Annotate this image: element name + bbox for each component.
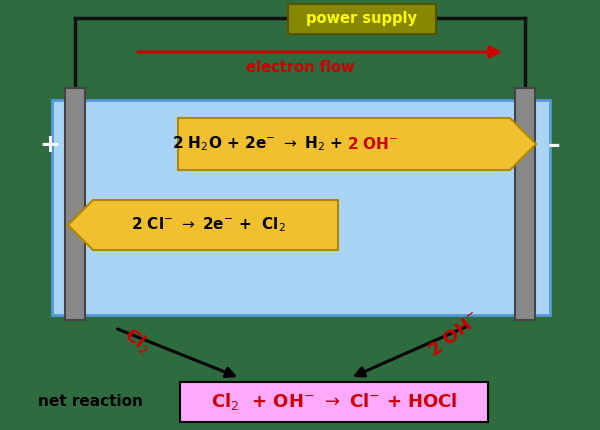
Bar: [65, 88, 85, 320]
Bar: [180, 382, 488, 422]
Polygon shape: [68, 200, 338, 250]
Text: +: +: [40, 133, 61, 157]
Bar: [288, 4, 436, 34]
Text: power supply: power supply: [307, 12, 418, 27]
Text: 2 OH$^{-}$: 2 OH$^{-}$: [425, 309, 484, 361]
Bar: [52, 100, 550, 315]
Text: 2 Cl$^{-}$ $\rightarrow$ 2e$^{-}$ +  Cl$_2$: 2 Cl$^{-}$ $\rightarrow$ 2e$^{-}$ + Cl$_…: [131, 216, 286, 234]
Text: net reaction: net reaction: [38, 394, 142, 409]
Text: –: –: [548, 133, 560, 157]
Text: 2 H$_2$O + 2e$^{-}$ $\rightarrow$ H$_2$ +: 2 H$_2$O + 2e$^{-}$ $\rightarrow$ H$_2$ …: [172, 135, 345, 154]
Text: Cl$_2$  + OH$^{-}$ $\rightarrow$ Cl$^{-}$ + HOCl: Cl$_2$ + OH$^{-}$ $\rightarrow$ Cl$^{-}$…: [211, 391, 457, 412]
Text: Cl$_2$: Cl$_2$: [121, 323, 155, 357]
Text: electron flow: electron flow: [246, 61, 354, 76]
Bar: [515, 88, 535, 320]
Polygon shape: [178, 118, 536, 170]
Text: 2 OH$^{-}$: 2 OH$^{-}$: [347, 136, 398, 152]
